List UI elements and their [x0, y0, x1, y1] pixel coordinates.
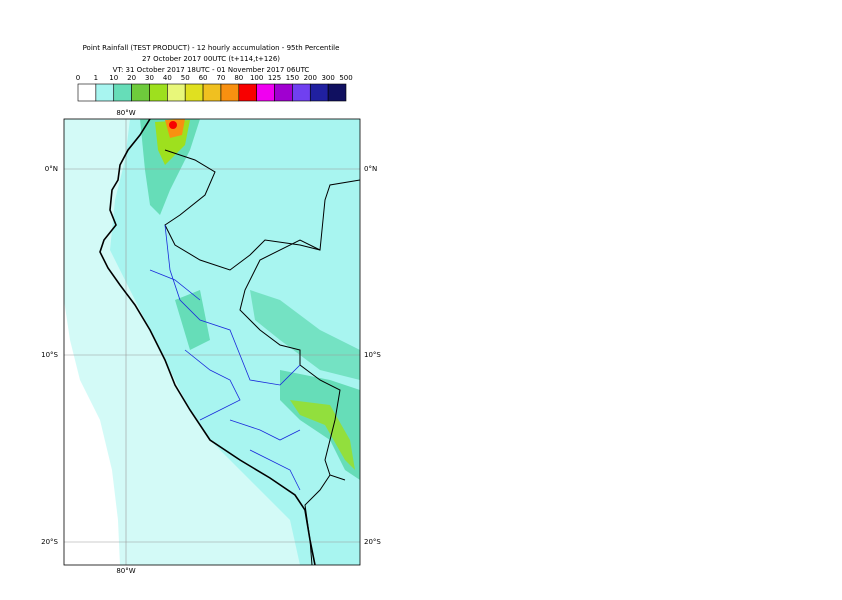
coastline	[99, 119, 316, 565]
map	[64, 119, 360, 565]
colorbar-box	[309, 83, 329, 102]
rain-moderate-andes	[175, 290, 210, 350]
colorbar-label: 80	[234, 74, 243, 82]
colorbar-label: 500	[339, 74, 352, 82]
colorbar-box	[149, 83, 168, 102]
colorbar-box	[220, 83, 240, 102]
colorbar-label: 100	[250, 74, 263, 82]
colorbar-box	[274, 83, 293, 102]
colorbar-label: 60	[199, 74, 208, 82]
colorbar-box	[238, 83, 257, 102]
rain-moderate-east	[280, 370, 360, 480]
border	[304, 474, 331, 565]
lat-label: 20°S	[41, 538, 58, 546]
colorbar-label: 300	[321, 74, 334, 82]
frame	[63, 118, 361, 566]
colorbar-label: 70	[216, 74, 225, 82]
lat-label: 10°S	[364, 351, 381, 359]
colorbar: 0 1 10 20 30 40 50 60 70 80 100 125 150 200 300 500	[76, 74, 353, 102]
colorbar-label: 20	[127, 74, 136, 82]
colorbar-box	[95, 83, 115, 102]
colorbar-label: 40	[163, 74, 172, 82]
border	[239, 239, 346, 481]
border	[164, 149, 360, 271]
colorbar-label: 200	[304, 74, 317, 82]
colorbar-box	[77, 83, 97, 102]
region-borders	[149, 224, 301, 491]
colorbar-label: 10	[109, 74, 118, 82]
valid-time: VT: 31 October 2017 18UTC - 01 November …	[113, 66, 310, 74]
colorbar-label: 30	[145, 74, 154, 82]
lat-label: 10°S	[41, 351, 58, 359]
colorbar-box	[256, 83, 275, 102]
colorbar-label: 125	[268, 74, 281, 82]
rain-moderate-amazon	[250, 290, 360, 380]
title: Point Rainfall (TEST PRODUCT) - 12 hourl…	[83, 44, 340, 52]
colorbar-box	[131, 83, 150, 102]
colorbar-box	[167, 83, 186, 102]
lon-label: 80°W	[116, 109, 135, 117]
lat-label: 20°S	[364, 538, 381, 546]
colorbar-label: 150	[286, 74, 299, 82]
colorbar-box	[113, 83, 132, 102]
lon-label: 80°W	[116, 567, 135, 575]
colorbar-box	[184, 83, 204, 102]
colorbar-box	[202, 83, 222, 102]
colorbar-label: 50	[181, 74, 190, 82]
lat-label: 0°N	[364, 165, 377, 173]
colorbar-box	[292, 83, 311, 102]
base-time: 27 October 2017 00UTC (t+114,t+126)	[142, 55, 280, 63]
rain-peak	[169, 121, 177, 129]
rain-heavy-east	[290, 400, 355, 470]
lat-label: 0°N	[45, 165, 58, 173]
colorbar-box	[327, 83, 347, 102]
colorbar-label: 1	[94, 74, 98, 82]
colorbar-label: 0	[76, 74, 80, 82]
